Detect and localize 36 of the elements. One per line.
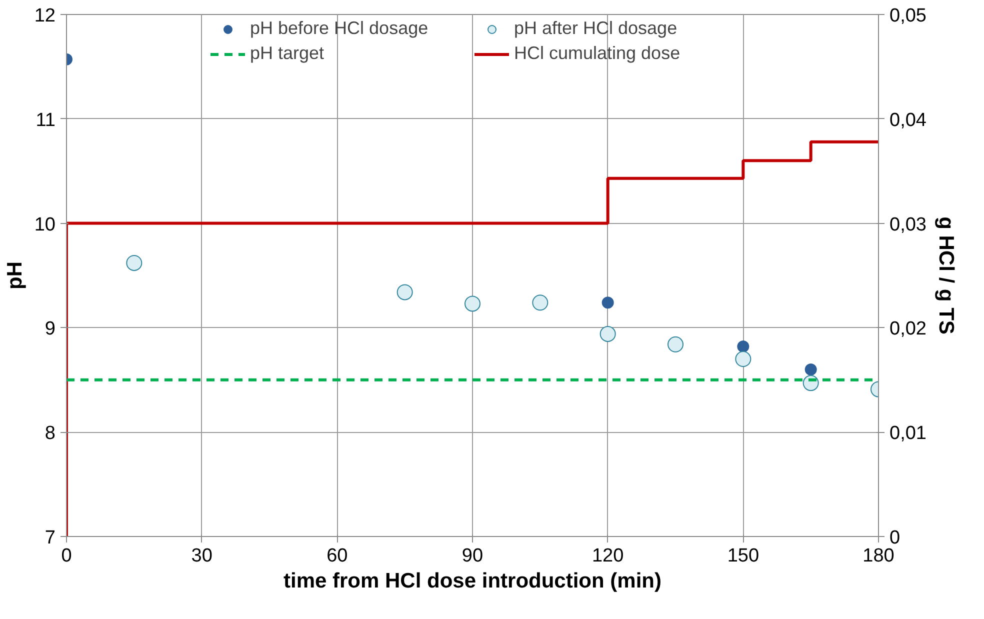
y-tick-label: 9 xyxy=(44,318,56,340)
point xyxy=(532,294,548,311)
y-tick-label: 10 xyxy=(34,214,56,236)
point xyxy=(735,351,752,368)
point xyxy=(737,340,750,352)
y2-tick-label: 0,05 xyxy=(890,6,926,26)
legend-label: pH target xyxy=(250,43,326,64)
x-tick-label: 150 xyxy=(727,546,760,566)
y-tick-label: 11 xyxy=(36,110,56,131)
point xyxy=(396,284,413,300)
y2-tick-label: 0,03 xyxy=(890,214,926,236)
legend-label: pH before HCl dosage xyxy=(250,18,430,39)
point xyxy=(126,254,142,271)
legend-label: pH after HCl dosage xyxy=(514,18,678,39)
x-tick-label: 90 xyxy=(462,546,484,566)
x-tick-label: 180 xyxy=(862,546,894,566)
point xyxy=(668,336,684,352)
point xyxy=(600,326,616,342)
y-tick-label: 7 xyxy=(44,528,56,548)
y2-tick-label: 0,04 xyxy=(890,110,927,131)
y-axis-title: pH xyxy=(3,261,26,290)
legend-label: HCl cumulating dose xyxy=(514,43,682,64)
x-tick-label: 0 xyxy=(61,546,72,566)
y2-tick-label: 0,02 xyxy=(890,318,926,340)
y-tick-label: 8 xyxy=(44,423,56,444)
y2-tick-label: 0 xyxy=(890,528,900,548)
y2-axis-title: g HCl / g TS xyxy=(934,216,958,334)
point xyxy=(602,296,614,309)
y-tick-label: 12 xyxy=(34,6,56,26)
x-tick-label: 120 xyxy=(592,546,624,566)
y2-tick-label: 0,01 xyxy=(890,423,926,444)
x-tick-label: 30 xyxy=(191,546,212,566)
point xyxy=(804,363,817,376)
x-tick-label: 60 xyxy=(326,546,348,566)
point xyxy=(464,296,480,312)
x-axis-title: time from HCl dose introduction (min) xyxy=(284,570,662,592)
